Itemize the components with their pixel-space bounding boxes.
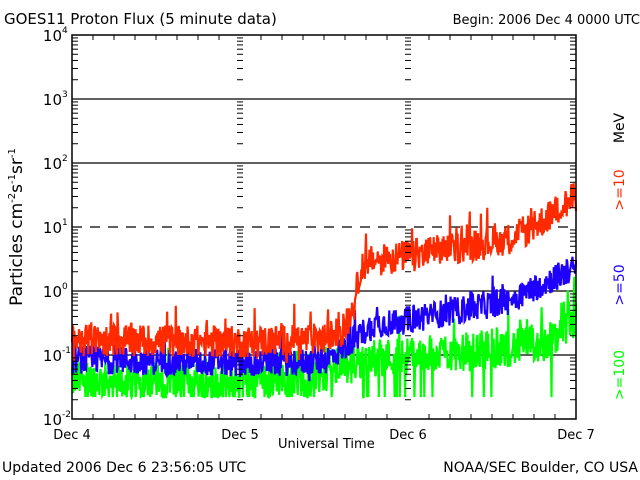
legend-unit: MeV [612,112,628,143]
x-tick-label: Dec 5 [221,428,259,443]
y-tick-label: 10 4 [43,26,68,45]
y-tick-exponent: -2 [62,410,71,420]
y-tick-exponent: 1 [62,218,68,228]
x-tick-label: Dec 6 [389,428,427,443]
series-line-ge10 [70,182,578,363]
x-tick-label: Dec 4 [53,428,91,443]
y-label-part: -2 [7,193,18,203]
y-tick-base: 10 [43,411,62,429]
y-axis-label-text: Particles cm-2s-1sr-1 [7,148,27,306]
y-tick-base: 10 [43,283,62,301]
legend: >=10 >=50 >=100 MeV [612,112,628,400]
y-tick-base: 10 [43,27,62,45]
series-line-ge50 [71,256,578,382]
y-label-part: -1 [7,148,18,158]
credit-label: NOAA/SEC Boulder, CO USA [443,460,638,476]
y-label-part: -1 [7,174,18,184]
y-tick-label: 10 3 [43,90,68,109]
legend-item: >=100 [612,350,628,400]
legend-item: >=50 [612,264,628,305]
grid-lines [72,98,576,356]
y-tick-exponent: 2 [62,154,68,164]
begin-time-label: Begin: 2006 Dec 4 0000 UTC [452,13,640,28]
x-tick-labels: Dec 4 Dec 5 Dec 6 Dec 7 [53,428,595,443]
y-tick-label: 10 1 [43,218,68,237]
y-tick-base: 10 [43,91,62,109]
x-tick-label: Dec 7 [557,428,595,443]
y-tick-label: 10 0 [43,282,68,301]
y-tick-label: 10 2 [43,154,68,173]
y-tick-base: 10 [43,347,62,365]
y-tick-base: 10 [43,155,62,173]
y-label-part: s [7,184,27,193]
x-axis-label: Universal Time [278,437,375,452]
series-layer [70,182,578,401]
y-tick-label: 10 -2 [43,410,71,429]
y-tick-exponent: -1 [62,346,71,356]
y-tick-base: 10 [43,219,62,237]
y-tick-exponent: 0 [62,282,68,292]
y-tick-exponent: 4 [62,26,68,36]
y-axis-label: Particles cm-2s-1sr-1 [7,148,27,306]
updated-timestamp: Updated 2006 Dec 6 23:56:05 UTC [2,460,247,476]
y-tick-label: 10 -1 [43,346,71,365]
legend-item: >=10 [612,169,628,210]
chart-title: GOES11 Proton Flux (5 minute data) [4,10,277,28]
y-tick-exponent: 3 [62,90,68,100]
y-label-part: Particles cm [7,203,27,306]
y-label-part: sr [7,158,27,174]
axes [71,34,577,420]
